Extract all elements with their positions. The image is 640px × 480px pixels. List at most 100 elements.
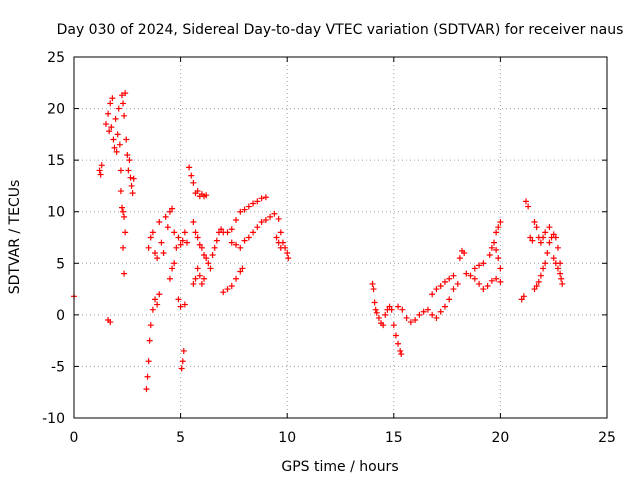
- data-point: [241, 206, 248, 213]
- data-point: [122, 229, 129, 236]
- data-point: [127, 174, 134, 181]
- data-point: [373, 309, 380, 316]
- data-point: [110, 136, 117, 143]
- data-point: [107, 100, 114, 107]
- data-point: [218, 226, 225, 233]
- data-point: [533, 224, 540, 231]
- data-point: [156, 219, 163, 226]
- data-point: [166, 275, 173, 282]
- x-tick-label: 25: [598, 430, 616, 446]
- data-point: [147, 322, 154, 329]
- data-point: [121, 270, 128, 277]
- data-point: [529, 237, 536, 244]
- data-point: [550, 231, 557, 238]
- data-point: [267, 213, 274, 220]
- data-point: [388, 306, 395, 313]
- data-point: [392, 332, 399, 339]
- data-point: [546, 224, 553, 231]
- y-axis-label: SDTVAR / TECUs: [7, 180, 23, 295]
- data-point: [559, 280, 566, 287]
- data-point: [493, 229, 500, 236]
- y-tick-label: 15: [47, 153, 65, 169]
- data-point: [554, 265, 561, 272]
- data-point: [285, 255, 292, 262]
- data-point: [450, 272, 457, 279]
- data-point: [525, 203, 532, 210]
- data-point: [158, 239, 165, 246]
- data-point: [196, 241, 203, 248]
- data-point: [233, 275, 240, 282]
- data-point: [497, 265, 504, 272]
- data-point: [491, 239, 498, 246]
- data-point: [179, 358, 186, 365]
- data-point: [262, 194, 269, 201]
- data-point: [557, 270, 564, 277]
- data-point: [531, 286, 538, 293]
- data-point: [154, 255, 161, 262]
- data-point: [245, 203, 252, 210]
- data-point: [144, 373, 151, 380]
- data-point: [156, 291, 163, 298]
- data-point: [147, 234, 154, 241]
- data-point: [228, 239, 235, 246]
- data-point: [123, 136, 130, 143]
- data-point: [220, 289, 227, 296]
- data-point: [437, 308, 444, 315]
- data-point: [399, 306, 406, 313]
- data-point: [371, 299, 378, 306]
- data-point: [497, 278, 504, 285]
- data-point: [480, 286, 487, 293]
- data-point: [241, 237, 248, 244]
- data-point: [277, 244, 284, 251]
- data-point: [98, 162, 105, 169]
- data-point: [178, 365, 185, 372]
- data-point: [533, 282, 540, 289]
- data-point: [169, 205, 176, 212]
- data-point: [390, 322, 397, 329]
- data-point: [284, 249, 291, 256]
- data-point: [146, 337, 153, 344]
- data-point: [186, 164, 193, 171]
- data-point: [192, 229, 199, 236]
- data-point: [467, 272, 474, 279]
- data-point: [254, 198, 261, 205]
- data-point: [395, 303, 402, 310]
- data-point: [450, 286, 457, 293]
- data-point: [121, 213, 128, 220]
- data-point: [527, 234, 534, 241]
- data-point: [108, 124, 115, 131]
- data-point: [237, 244, 244, 251]
- data-point: [125, 167, 132, 174]
- data-point: [250, 229, 257, 236]
- data-point: [552, 234, 559, 241]
- data-point: [203, 255, 210, 262]
- data-point: [107, 319, 114, 326]
- data-point: [180, 347, 187, 354]
- data-point: [198, 244, 205, 251]
- data-point: [126, 157, 133, 164]
- data-point: [454, 280, 461, 287]
- y-tick-label: -5: [51, 359, 65, 375]
- data-point: [164, 224, 171, 231]
- data-point: [118, 92, 125, 99]
- data-point: [194, 188, 201, 195]
- data-point: [531, 219, 538, 226]
- data-point: [149, 306, 156, 313]
- data-point: [544, 249, 551, 256]
- data-point: [273, 234, 280, 241]
- data-point: [546, 239, 553, 246]
- data-point: [111, 144, 118, 151]
- data-point: [194, 265, 201, 272]
- data-point: [120, 244, 127, 251]
- x-tick-label: 5: [176, 430, 185, 446]
- y-tick-label: 25: [47, 50, 65, 66]
- data-point: [120, 208, 127, 215]
- data-point: [370, 286, 377, 293]
- data-point: [171, 229, 178, 236]
- data-point: [403, 314, 410, 321]
- data-point: [145, 244, 152, 251]
- data-point: [254, 224, 261, 231]
- data-point: [154, 301, 161, 308]
- data-point: [177, 241, 184, 248]
- data-point: [518, 296, 525, 303]
